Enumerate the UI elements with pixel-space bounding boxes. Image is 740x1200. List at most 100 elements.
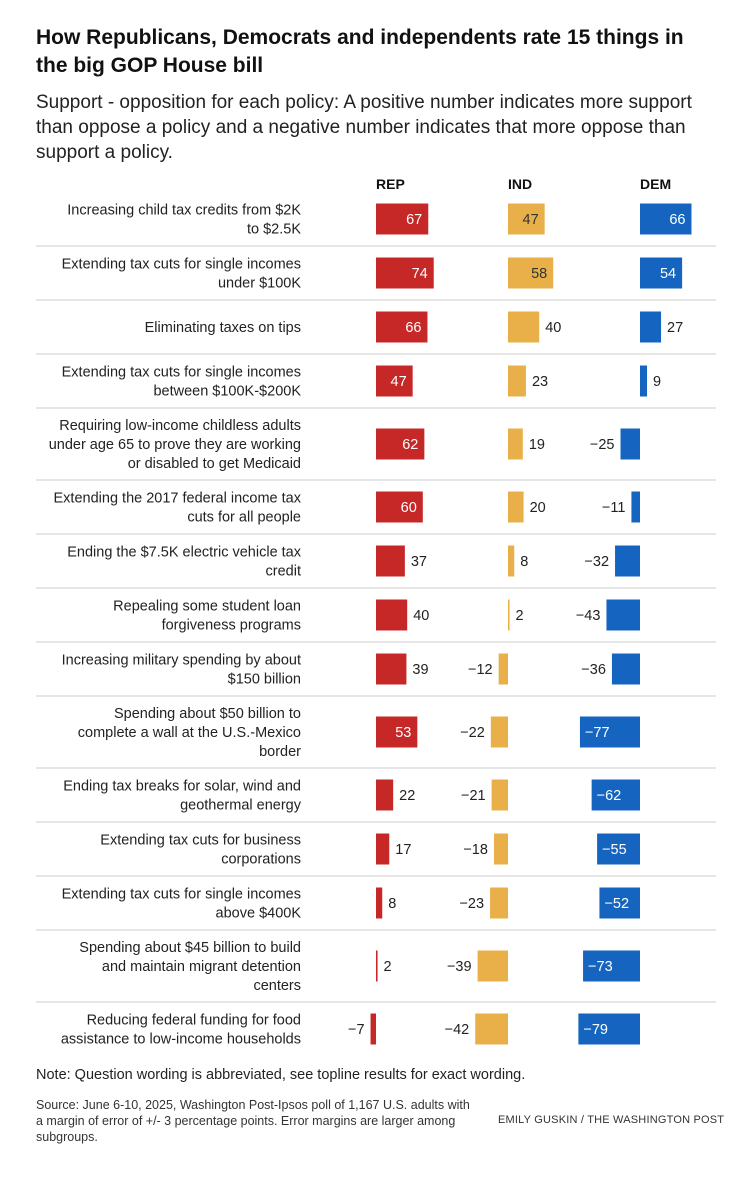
value-label-ind: −21	[461, 788, 486, 804]
value-label-ind: 58	[531, 266, 547, 282]
value-label-rep: 37	[411, 554, 427, 570]
row-label-line: under $100K	[218, 276, 301, 292]
value-label-rep: 53	[395, 725, 411, 741]
value-label-dem: −77	[585, 725, 610, 741]
value-label-ind: −18	[463, 842, 488, 858]
value-label-dem: −62	[597, 788, 622, 804]
row-label-line: Requiring low-income childless adults	[59, 418, 301, 434]
bar-dem	[611, 653, 640, 685]
bar-ind	[490, 887, 508, 919]
bar-ind	[508, 428, 523, 460]
value-label-dem: 27	[667, 320, 683, 336]
row-label-line: Spending about $50 billion to	[114, 706, 301, 722]
row-label-line: above $400K	[216, 906, 302, 922]
value-label-ind: −12	[468, 662, 493, 678]
bar-dem	[631, 491, 640, 523]
row-label-line: and maintain migrant detention	[102, 959, 301, 975]
value-label-ind: −39	[447, 959, 472, 975]
row-label-line: between $100K-$200K	[153, 384, 301, 400]
value-label-rep: 47	[391, 374, 407, 390]
row-label-line: Extending tax cuts for business	[100, 833, 301, 849]
row-label-line: border	[259, 744, 301, 760]
row-label-line: Extending tax cuts for single incomes	[62, 365, 301, 381]
value-label-dem: −55	[602, 842, 627, 858]
value-label-ind: 19	[529, 437, 545, 453]
bar-rep	[376, 887, 383, 919]
value-label-rep: 66	[405, 320, 421, 336]
row-label-line: centers	[253, 978, 301, 994]
bar-rep	[376, 311, 428, 343]
bar-dem	[606, 599, 640, 631]
bar-rep	[376, 653, 407, 685]
row-label-line: credit	[266, 564, 301, 580]
bar-rep	[376, 491, 423, 523]
value-label-dem: −79	[583, 1022, 608, 1038]
bar-ind	[508, 257, 554, 289]
value-label-rep: 40	[413, 608, 429, 624]
value-label-rep: 8	[388, 896, 396, 912]
chart-subtitle: Support - opposition for each policy: A …	[36, 92, 692, 163]
bar-ind	[490, 716, 508, 748]
row-label-line: Reducing federal funding for food	[87, 1013, 301, 1029]
bar-dem	[578, 1013, 640, 1045]
bar-ind	[477, 950, 508, 982]
value-label-ind: 20	[530, 500, 546, 516]
row-label-line: corporations	[221, 852, 301, 868]
value-label-dem: −73	[588, 959, 613, 975]
bar-ind	[475, 1013, 508, 1045]
value-label-ind: 47	[523, 212, 539, 228]
chart-credit: EMILY GUSKIN / THE WASHINGTON POST	[498, 1114, 725, 1126]
row-label-line: cuts for all people	[187, 510, 301, 526]
header-rep: REP	[376, 176, 405, 192]
bar-ind	[508, 365, 526, 397]
bar-dem	[591, 779, 640, 811]
value-label-ind: −42	[445, 1022, 470, 1038]
bar-rep	[376, 833, 390, 865]
row-label-line: Increasing child tax credits from $2K	[67, 203, 301, 219]
row-label-line: Ending tax breaks for solar, wind and	[63, 779, 301, 795]
value-label-dem: 9	[653, 374, 661, 390]
bar-dem	[640, 311, 662, 343]
value-label-rep: 2	[384, 959, 392, 975]
bar-ind	[498, 653, 508, 685]
value-label-dem: −36	[581, 662, 606, 678]
row-label-line: Extending tax cuts for single incomes	[62, 257, 301, 273]
value-label-rep: 74	[412, 266, 428, 282]
row-label-line: Extending tax cuts for single incomes	[62, 887, 301, 903]
row-label-line: forgiveness programs	[162, 618, 301, 634]
value-label-dem: 66	[669, 212, 685, 228]
bar-ind	[493, 833, 508, 865]
value-label-rep: 17	[395, 842, 411, 858]
value-label-rep: 60	[401, 500, 417, 516]
bar-dem	[615, 545, 640, 577]
value-label-dem: −11	[602, 500, 626, 516]
bar-rep	[376, 950, 378, 982]
row-label-line: Increasing military spending by about	[62, 653, 301, 669]
chart-note: Note: Question wording is abbreviated, s…	[36, 1067, 526, 1083]
bar-dem	[579, 716, 640, 748]
bar-ind	[491, 779, 508, 811]
header-dem: DEM	[640, 176, 672, 192]
chart-source: Source: June 6-10, 2025, Washington Post…	[36, 1098, 470, 1144]
bar-ind	[508, 599, 510, 631]
value-label-rep: −7	[348, 1022, 365, 1038]
row-label-line: Spending about $45 billion to build	[79, 940, 301, 956]
bar-rep	[376, 365, 413, 397]
bar-dem	[583, 950, 640, 982]
bar-dem	[640, 257, 683, 289]
value-label-ind: 2	[516, 608, 524, 624]
grouped-bar-chart: Increasing child tax credits from $2K to …	[36, 203, 716, 1048]
row-label-line: to $2.5K	[247, 222, 301, 238]
value-label-rep: 22	[399, 788, 415, 804]
bar-dem	[597, 833, 640, 865]
value-label-ind: −22	[460, 725, 485, 741]
value-label-dem: −25	[590, 437, 615, 453]
row-label-line: geothermal energy	[180, 798, 302, 814]
value-label-rep: 62	[402, 437, 418, 453]
row-label-line: assistance to low-income households	[61, 1032, 301, 1048]
value-label-dem: 54	[660, 266, 676, 282]
bar-rep	[376, 428, 425, 460]
bar-dem	[620, 428, 640, 460]
bar-ind	[508, 311, 540, 343]
row-label-line: Repealing some student loan	[113, 599, 301, 615]
